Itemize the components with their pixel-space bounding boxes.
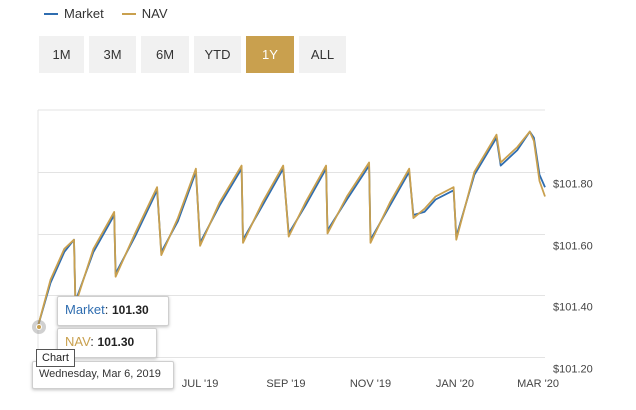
y-tick-label: $101.60: [553, 241, 593, 253]
y-axis-labels: $101.20 $101.40 $101.60 $101.80: [553, 179, 593, 376]
range-selector: 1M 3M 6M YTD 1Y ALL: [39, 36, 346, 73]
range-button-all[interactable]: ALL: [299, 36, 346, 73]
legend-label-nav: NAV: [141, 6, 168, 21]
grid-lines: [37, 109, 545, 358]
chart-legend: Market NAV: [44, 6, 168, 21]
range-button-ytd[interactable]: YTD: [194, 36, 241, 73]
tooltip-market-colon: :: [104, 302, 112, 317]
range-button-6m[interactable]: 6M: [141, 36, 189, 73]
legend-item-market[interactable]: Market: [44, 6, 104, 21]
legend-swatch-nav: [121, 12, 136, 15]
range-button-1m[interactable]: 1M: [39, 36, 84, 73]
x-tick-label: MAR '20: [517, 378, 559, 390]
tooltip-nav-value: 101.30: [97, 335, 135, 349]
x-tick-label: JAN '20: [436, 378, 474, 390]
x-tick-label: SEP '19: [266, 378, 305, 390]
legend-label-market: Market: [64, 6, 104, 21]
tooltip-nav-label: NAV: [65, 334, 91, 349]
x-tick-label: JUL '19: [182, 378, 219, 390]
series-line-nav: [37, 130, 546, 327]
hover-point-marker: [32, 320, 46, 334]
y-tick-label: $101.20: [553, 364, 593, 376]
hover-tip-chart: Chart: [36, 349, 75, 367]
legend-swatch-market: [44, 12, 58, 15]
y-tick-label: $101.80: [553, 179, 593, 191]
range-button-3m[interactable]: 3M: [89, 36, 136, 73]
tooltip-market-value: 101.30: [111, 303, 149, 317]
tooltip-market: Market: 101.30: [57, 296, 169, 326]
tooltip-market-label: Market: [65, 302, 105, 317]
legend-item-nav[interactable]: NAV: [121, 6, 168, 21]
tooltip-nav-colon: :: [90, 334, 98, 349]
range-button-1y[interactable]: 1Y: [246, 36, 294, 73]
x-tick-label: NOV '19: [350, 378, 391, 390]
y-tick-label: $101.40: [553, 302, 593, 314]
series-lines: [37, 130, 546, 327]
